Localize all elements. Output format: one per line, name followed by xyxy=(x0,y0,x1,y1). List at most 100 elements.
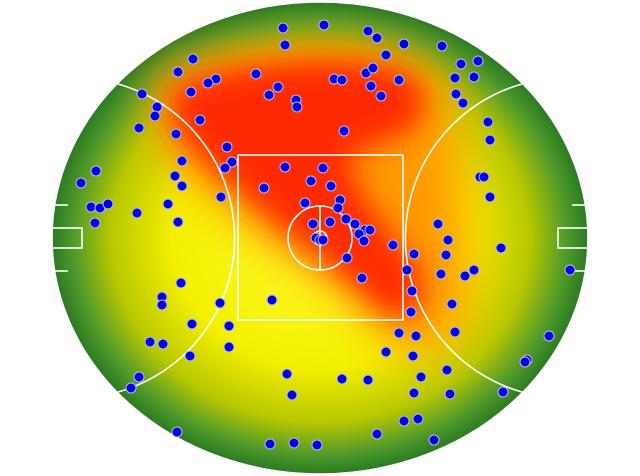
point xyxy=(519,356,531,368)
point xyxy=(214,297,226,309)
point xyxy=(410,330,422,342)
point xyxy=(393,74,405,86)
point xyxy=(223,320,235,332)
point xyxy=(170,128,182,140)
point xyxy=(441,364,453,376)
point xyxy=(136,88,148,100)
point xyxy=(472,55,484,67)
point xyxy=(215,191,227,203)
point xyxy=(336,373,348,385)
point xyxy=(340,213,352,225)
point xyxy=(299,197,311,209)
point xyxy=(90,165,102,177)
point xyxy=(169,170,181,182)
point xyxy=(176,180,188,192)
point xyxy=(281,368,293,380)
point xyxy=(279,161,291,173)
point xyxy=(338,125,350,137)
point xyxy=(457,97,469,109)
point xyxy=(401,264,413,276)
point xyxy=(449,326,461,338)
point xyxy=(380,346,392,358)
point xyxy=(133,122,145,134)
point xyxy=(151,101,163,113)
point xyxy=(446,298,458,310)
point xyxy=(484,134,496,146)
point xyxy=(449,72,461,84)
point xyxy=(564,264,576,276)
point xyxy=(171,426,183,438)
point xyxy=(144,336,156,348)
point xyxy=(442,234,454,246)
point xyxy=(157,338,169,350)
point xyxy=(324,216,336,228)
point xyxy=(362,374,374,386)
point xyxy=(398,38,410,50)
point xyxy=(468,71,480,83)
point xyxy=(288,437,300,449)
point xyxy=(184,350,196,362)
point xyxy=(187,53,199,65)
point xyxy=(258,182,270,194)
point xyxy=(307,218,319,230)
point xyxy=(364,224,376,236)
point xyxy=(263,89,275,101)
point xyxy=(450,88,462,100)
point xyxy=(279,39,291,51)
point xyxy=(75,177,87,189)
point xyxy=(311,439,323,451)
point xyxy=(455,58,467,70)
point xyxy=(250,68,262,80)
point xyxy=(266,294,278,306)
point xyxy=(89,217,101,229)
point xyxy=(428,434,440,446)
point xyxy=(478,171,490,183)
point xyxy=(277,22,289,34)
point xyxy=(468,264,480,276)
point xyxy=(362,25,374,37)
point xyxy=(223,341,235,353)
point xyxy=(202,77,214,89)
point xyxy=(226,156,238,168)
point xyxy=(440,249,452,261)
point xyxy=(415,371,427,383)
point xyxy=(444,388,456,400)
point xyxy=(407,350,419,362)
point xyxy=(482,116,494,128)
point xyxy=(85,201,97,213)
point xyxy=(408,387,420,399)
point xyxy=(194,114,206,126)
point xyxy=(380,49,392,61)
point xyxy=(387,239,399,251)
point xyxy=(436,40,448,52)
point xyxy=(371,32,383,44)
point xyxy=(341,252,353,264)
point xyxy=(175,277,187,289)
point xyxy=(393,327,405,339)
point xyxy=(317,234,329,246)
point xyxy=(317,162,329,174)
point xyxy=(185,86,197,98)
point xyxy=(405,306,417,318)
point xyxy=(219,162,231,174)
point xyxy=(186,318,198,330)
point xyxy=(318,19,330,31)
point xyxy=(176,155,188,167)
point xyxy=(172,66,184,78)
point xyxy=(162,198,174,210)
point xyxy=(272,81,284,93)
point xyxy=(286,389,298,401)
point xyxy=(156,299,168,311)
point xyxy=(408,248,420,260)
point xyxy=(412,413,424,425)
point xyxy=(406,285,418,297)
points xyxy=(75,19,576,451)
point xyxy=(264,438,276,450)
point xyxy=(332,202,344,214)
point xyxy=(459,270,471,282)
point xyxy=(305,175,317,187)
point xyxy=(375,90,387,102)
point xyxy=(172,216,184,228)
point xyxy=(367,62,379,74)
